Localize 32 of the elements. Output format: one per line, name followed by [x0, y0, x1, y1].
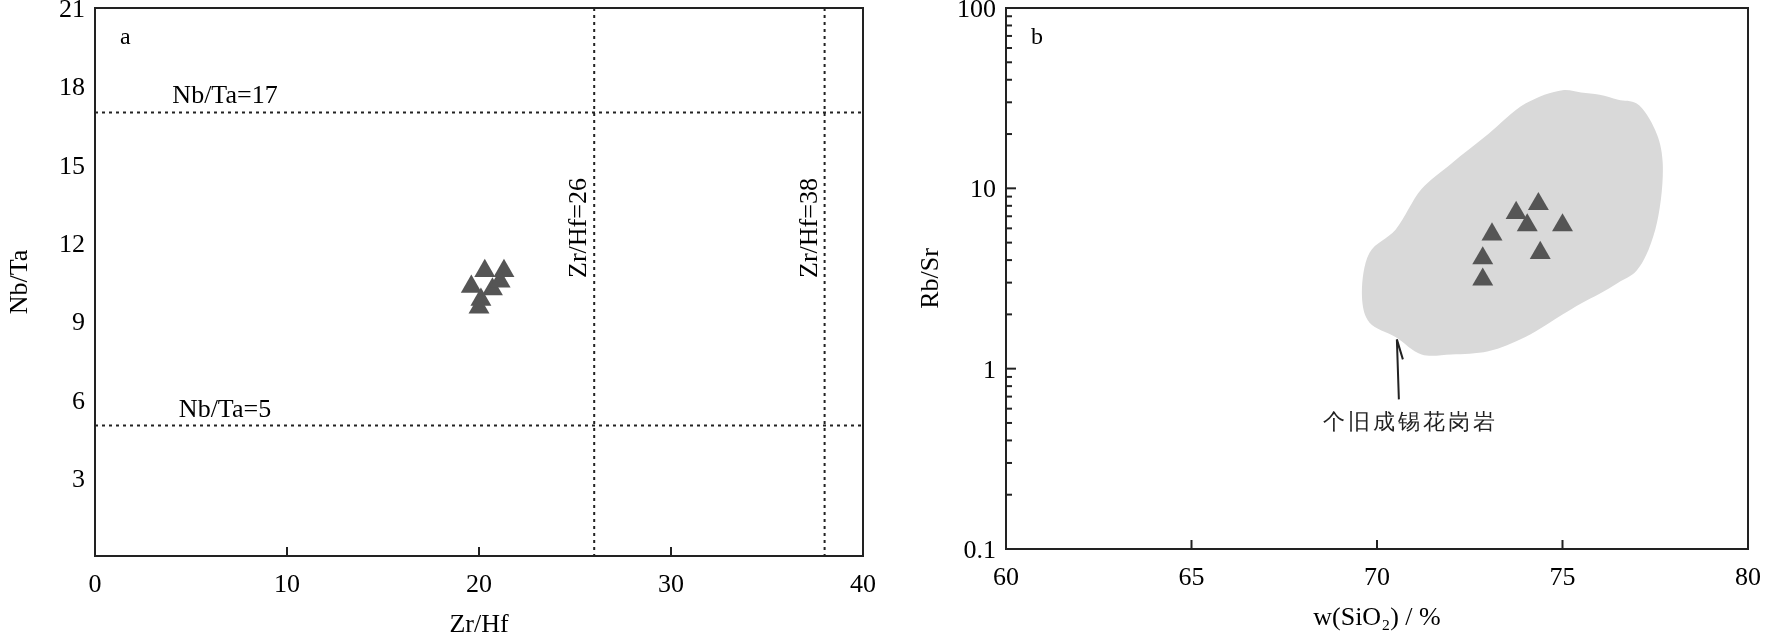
- y-axis-title: Rb/Sr: [915, 247, 944, 309]
- text: 个旧成锡花岗岩: [1323, 409, 1499, 435]
- x-axis-title: w(SiO₂) / %: [1313, 602, 1441, 631]
- x-tick-label: 10: [274, 569, 300, 598]
- ref-line-label: Zr/Hf=38: [793, 178, 823, 278]
- x-tick-label: 80: [1735, 562, 1761, 591]
- y-tick-label: 9: [72, 307, 85, 337]
- x-tick-label: 30: [658, 569, 684, 598]
- y-tick-label: 12: [59, 228, 85, 258]
- x-tick-label: 60: [993, 562, 1019, 591]
- y-tick-label: 15: [59, 150, 85, 180]
- y-axis-title: Nb/Ta: [4, 249, 33, 315]
- y-tick-label: 18: [59, 72, 85, 102]
- ref-line-label: Nb/Ta=17: [172, 80, 278, 110]
- annotation: a: [120, 23, 131, 49]
- x-tick-label: 20: [466, 569, 492, 598]
- y-tick-label: 10: [970, 174, 996, 204]
- y-tick-label: 1: [983, 354, 996, 384]
- x-tick-label: 0: [88, 569, 102, 598]
- y-tick-label: 100: [957, 0, 996, 24]
- y-tick-label: 6: [72, 385, 85, 415]
- y-tick-label: 0.1: [963, 535, 996, 565]
- x-tick-label: 65: [1178, 562, 1205, 591]
- x-tick-label: 70: [1364, 562, 1390, 591]
- x-tick-label: 75: [1549, 562, 1576, 591]
- x-axis-title: Zr/Hf: [449, 609, 509, 635]
- y-tick-label: 21: [59, 0, 85, 24]
- ref-line-label: Zr/Hf=26: [563, 178, 593, 278]
- ref-line-label: Nb/Ta=5: [178, 393, 272, 423]
- annotation: b: [1031, 23, 1043, 49]
- y-tick-label: 3: [72, 463, 85, 493]
- x-tick-label: 40: [850, 569, 876, 598]
